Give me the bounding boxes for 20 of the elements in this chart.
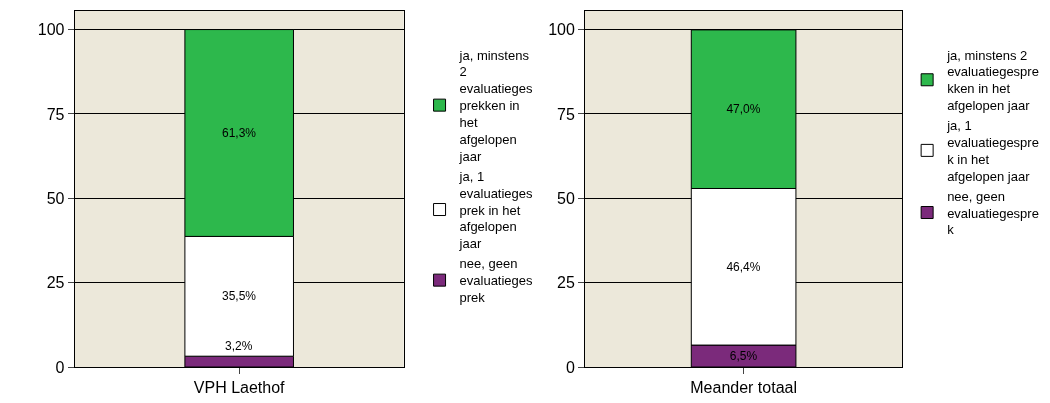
data-label: 46,4% xyxy=(726,259,761,274)
y-tick-label: 100 xyxy=(548,21,575,39)
y-tick-label: 100 xyxy=(37,21,65,39)
legend-label: nee, geen evaluatiegesprek xyxy=(947,188,1039,238)
y-tick-label: 75 xyxy=(557,105,575,123)
data-label: 61,3% xyxy=(222,125,257,140)
legend-label: nee, geen evaluatiegesprek xyxy=(459,256,534,306)
y-tick-label: 0 xyxy=(55,358,65,376)
y-tick-label: 25 xyxy=(557,274,575,292)
x-tick-label: Meander totaal xyxy=(690,379,797,397)
y-tick-label: 50 xyxy=(557,189,575,207)
y-tick-label: 0 xyxy=(565,358,575,376)
y-tick-label: 25 xyxy=(46,274,65,292)
data-label: 3,2% xyxy=(225,339,253,353)
data-label: 35,5% xyxy=(222,289,257,304)
y-tick-label: 50 xyxy=(46,189,65,207)
x-tick-label: VPH Laethof xyxy=(193,379,286,397)
data-label: 47,0% xyxy=(726,102,761,117)
y-tick-label: 75 xyxy=(46,105,65,123)
data-label: 6,5% xyxy=(729,349,758,364)
